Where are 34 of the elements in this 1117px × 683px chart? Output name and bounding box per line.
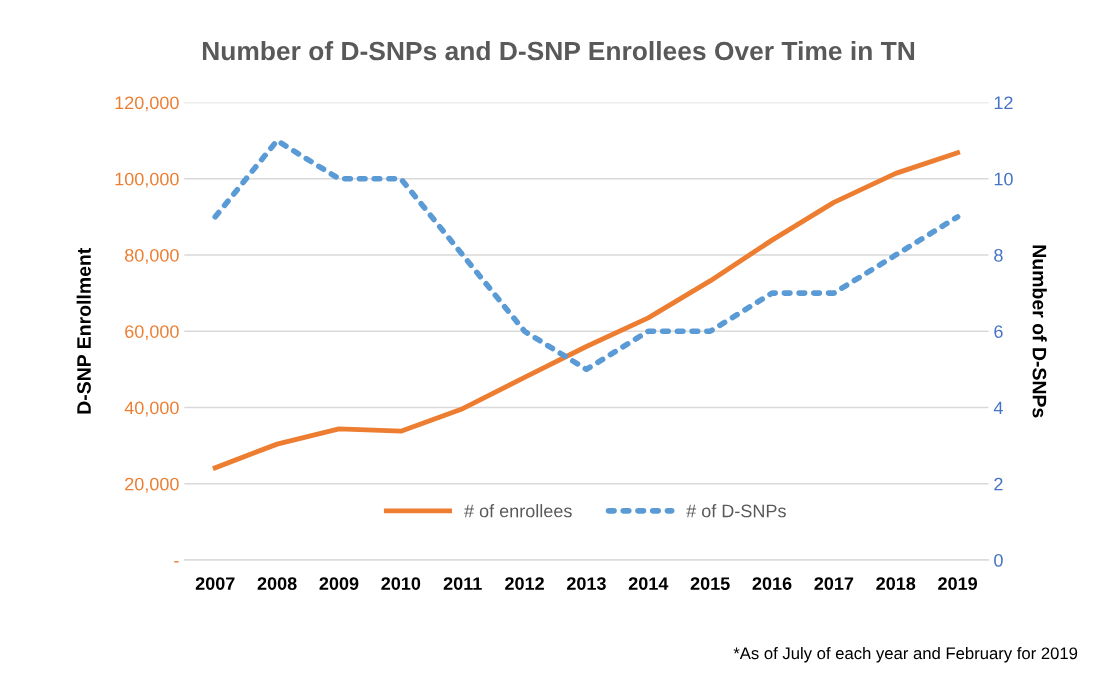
y-tick-label: 120,000 bbox=[115, 96, 179, 112]
y-tick-label: - bbox=[174, 561, 179, 563]
x-tick-label: 2009 bbox=[319, 577, 359, 590]
x-tick-label: 2010 bbox=[381, 577, 421, 590]
y2-tick-label: 8 bbox=[994, 248, 1003, 262]
line-series bbox=[212, 150, 961, 471]
text: *As of July of each year and February for 2019 bbox=[733, 646, 1078, 663]
x-tick-label: 2013 bbox=[566, 577, 606, 591]
x-tick-label: 2007 bbox=[195, 577, 235, 590]
y2-axis-title: Number of D-SNPs bbox=[1032, 245, 1047, 418]
x-tick-label: 2016 bbox=[752, 577, 792, 590]
legend-label: # of enrollees bbox=[464, 504, 572, 518]
y2-tick-label: 2 bbox=[994, 477, 1003, 491]
y2-tick-label: 12 bbox=[994, 96, 1013, 109]
x-tick-label: 2014 bbox=[628, 577, 669, 590]
x-tick-label: 2015 bbox=[690, 577, 730, 590]
x-tick-label: 2008 bbox=[257, 577, 297, 590]
x-tick-label: 2017 bbox=[814, 577, 854, 590]
x-tick-label: 2019 bbox=[938, 577, 978, 590]
y2-tick-label: 6 bbox=[994, 325, 1003, 338]
chart-title: Number of D-SNPs and D-SNP Enrollees Over Time in TN bbox=[202, 40, 915, 61]
y-tick-label: 40,000 bbox=[124, 401, 179, 417]
y-tick-label: 100,000 bbox=[115, 172, 179, 188]
y2-tick-label: 10 bbox=[994, 172, 1013, 186]
x-tick-label: 2011 bbox=[443, 577, 482, 590]
y-axis-title: D-SNP Enrollment bbox=[76, 247, 91, 414]
x-tick-label: 2018 bbox=[876, 577, 916, 590]
y2-tick-label: 0 bbox=[994, 553, 1003, 567]
y-tick-label: 20,000 bbox=[125, 477, 179, 493]
y-tick-label: 60,000 bbox=[125, 325, 179, 341]
legend-label: # of D-SNPs bbox=[686, 504, 786, 518]
y2-tick-label: 4 bbox=[993, 401, 1003, 415]
x-tick-label: 2012 bbox=[505, 577, 544, 590]
y-tick-label: 80,000 bbox=[125, 248, 179, 264]
